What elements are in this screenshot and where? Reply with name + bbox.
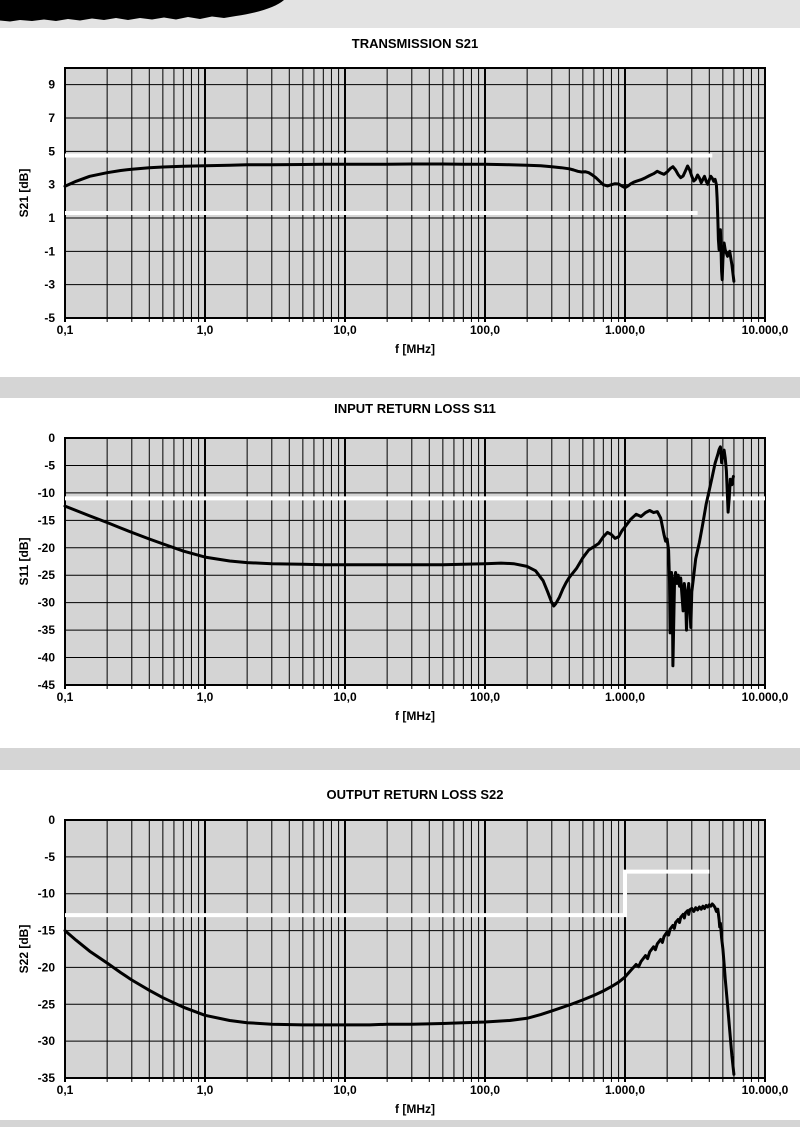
separator-band xyxy=(0,377,800,398)
x-tick-label: 1,0 xyxy=(197,1083,214,1097)
x-axis-label: f [MHz] xyxy=(395,342,435,356)
x-tick-label: 10.000,0 xyxy=(742,1083,789,1097)
x-tick-label: 100,0 xyxy=(470,323,500,337)
y-tick-label: 5 xyxy=(48,144,55,158)
series-curve-S22 xyxy=(63,902,736,1076)
s22-chart-title: OUTPUT RETURN LOSS S22 xyxy=(326,787,504,802)
s22-plot: 0 -5 -10 -15 -20 -25 -30 -350,1 1,0 10,0 100,0 1.00… xyxy=(17,813,789,1116)
separator-band xyxy=(0,748,800,770)
x-tick-label: 10,0 xyxy=(333,690,357,704)
y-tick-label: -25 xyxy=(38,568,56,582)
x-axis-label: f [MHz] xyxy=(395,709,435,723)
y-tick-label: -5 xyxy=(44,850,55,864)
s11-plot: 0 -5 -10 -15 -20 -25 -30 -35 -40 -450,1 1,0 10,0 100… xyxy=(17,431,789,723)
series-curve-S21 xyxy=(63,162,736,283)
x-tick-label: 1,0 xyxy=(197,690,214,704)
y-axis-label: S22 [dB] xyxy=(17,925,31,974)
y-tick-label: -20 xyxy=(38,960,56,974)
x-tick-label: 0,1 xyxy=(57,323,74,337)
cut-off-black-banner-icon xyxy=(0,0,284,22)
y-tick-label: -1 xyxy=(44,244,55,258)
y-tick-label: 7 xyxy=(48,111,55,125)
y-axis-label: S21 [dB] xyxy=(17,169,31,218)
plot-area xyxy=(65,820,765,1078)
y-tick-label: 0 xyxy=(48,813,55,827)
y-tick-label: -30 xyxy=(38,1034,56,1048)
x-tick-label: 100,0 xyxy=(470,690,500,704)
y-tick-label: -3 xyxy=(44,278,55,292)
x-tick-label: 100,0 xyxy=(470,1083,500,1097)
s11-chart-title: INPUT RETURN LOSS S11 xyxy=(334,401,496,416)
series-curve-S11 xyxy=(63,445,735,668)
y-tick-label: -45 xyxy=(38,678,56,692)
y-tick-label: -5 xyxy=(44,311,55,325)
y-tick-label: 3 xyxy=(48,178,55,192)
y-tick-label: 1 xyxy=(48,211,55,225)
y-tick-label: -15 xyxy=(38,513,56,527)
y-tick-label: -20 xyxy=(38,541,56,555)
plot-area xyxy=(65,438,765,685)
plot-area xyxy=(65,68,765,318)
s21-chart-panel: 9 7 5 3 1 -1 -3 -5 0,1 1,0 10,0 100,0 1.000,0 10.000,… xyxy=(0,28,800,377)
s21-chart-title: TRANSMISSION S21 xyxy=(351,36,479,51)
y-tick-label: 9 xyxy=(48,78,55,92)
y-tick-label: -30 xyxy=(38,596,56,610)
x-tick-label: 1.000,0 xyxy=(605,1083,645,1097)
x-tick-label: 1.000,0 xyxy=(605,690,645,704)
y-tick-label: -40 xyxy=(38,651,56,665)
x-tick-label: 10,0 xyxy=(333,323,357,337)
x-tick-label: 10.000,0 xyxy=(742,323,789,337)
x-tick-label: 0,1 xyxy=(57,690,74,704)
x-tick-label: 1,0 xyxy=(197,323,214,337)
s11-chart-panel: 0 -5 -10 -15 -20 -25 -30 -35 -40 -45 0,1 1,0 10,0 100… xyxy=(0,398,800,748)
bottom-band xyxy=(0,1120,800,1127)
y-tick-label: 0 xyxy=(48,431,55,445)
y-tick-label: -15 xyxy=(38,924,56,938)
x-tick-label: 1.000,0 xyxy=(605,323,645,337)
x-axis-label: f [MHz] xyxy=(395,1102,435,1116)
s22-chart-panel: 0 -5 -10 -15 -20 -25 -30 -35 0,1 1,0 10,0 100,0 1.00… xyxy=(0,770,800,1120)
limit-line-stepped-limit xyxy=(65,869,710,918)
top-band xyxy=(0,0,800,28)
y-tick-label: -25 xyxy=(38,997,56,1011)
y-tick-label: -5 xyxy=(44,458,55,472)
x-tick-label: 10.000,0 xyxy=(742,690,789,704)
x-tick-label: 10,0 xyxy=(333,1083,357,1097)
s21-plot: 9 7 5 3 1 -1 -3 -50,1 1,0 10,0 100,0 1.000,0 10.000,… xyxy=(17,67,789,356)
y-tick-label: -35 xyxy=(38,1071,56,1085)
y-tick-label: -35 xyxy=(38,623,56,637)
y-tick-label: -10 xyxy=(38,486,56,500)
x-tick-label: 0,1 xyxy=(57,1083,74,1097)
y-tick-label: -10 xyxy=(38,887,56,901)
y-axis-label: S11 [dB] xyxy=(17,537,31,585)
